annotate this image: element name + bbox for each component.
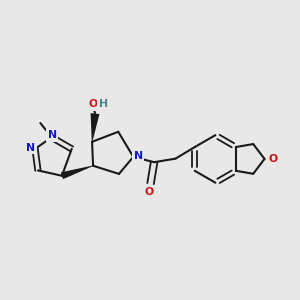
Text: H: H [99, 99, 108, 109]
Polygon shape [91, 113, 100, 142]
Polygon shape [61, 166, 93, 179]
Text: N: N [48, 130, 57, 140]
Text: N: N [26, 143, 35, 153]
Text: O: O [145, 187, 154, 197]
Text: O: O [268, 154, 278, 164]
Text: O: O [89, 99, 98, 109]
Text: N: N [134, 151, 142, 161]
